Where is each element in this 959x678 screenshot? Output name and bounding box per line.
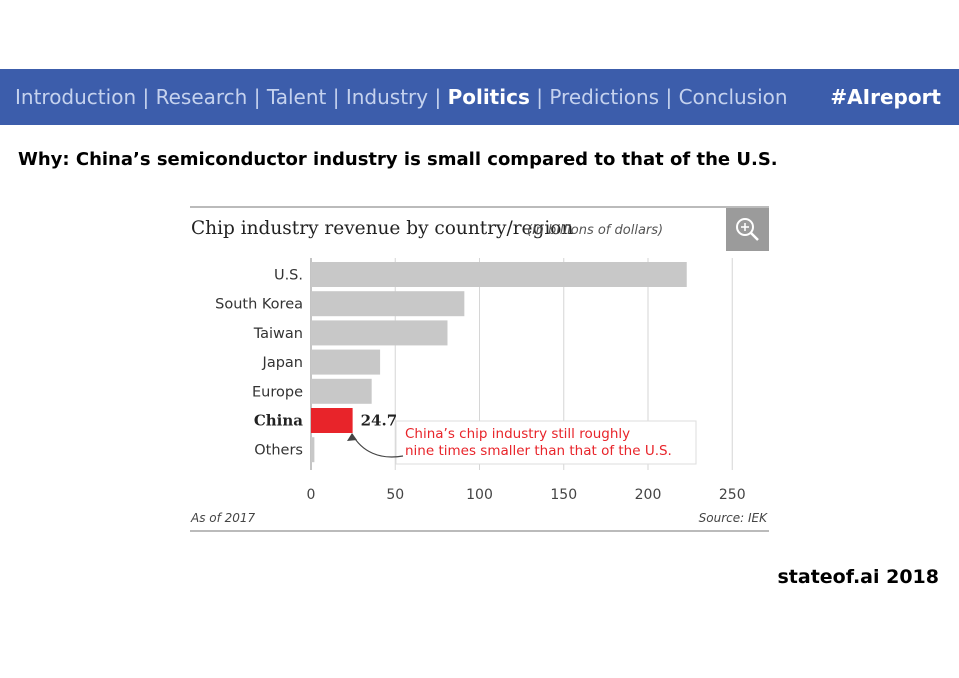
bar-others: [311, 437, 315, 463]
x-tick-label: 50: [386, 487, 404, 503]
annotation-text: China’s chip industry still roughly: [405, 426, 630, 442]
as-of-note: As of 2017: [190, 511, 256, 525]
x-tick-label: 100: [466, 487, 493, 503]
bar-europe: [311, 378, 372, 404]
top-navbar: Introduction | Research | Talent | Indus…: [0, 69, 959, 125]
category-label: U.S.: [274, 268, 303, 284]
nav-separator: |: [434, 85, 448, 109]
nav-separator: |: [536, 85, 550, 109]
section-nav: Introduction | Research | Talent | Indus…: [15, 69, 788, 125]
nav-item-introduction[interactable]: Introduction: [15, 85, 137, 109]
category-label: Japan: [262, 355, 303, 371]
x-tick-label: 250: [719, 487, 746, 503]
nav-separator: |: [253, 85, 267, 109]
chart-title: Chip industry revenue by country/region: [191, 218, 573, 239]
nav-separator: |: [142, 85, 156, 109]
category-label: Europe: [252, 384, 303, 400]
nav-separator: |: [665, 85, 679, 109]
annotation-text: nine times smaller than that of the U.S.: [405, 443, 672, 459]
slide-headline: Why: China’s semiconductor industry is s…: [18, 149, 778, 170]
bar-china: [311, 408, 353, 433]
bar-japan: [311, 349, 381, 375]
category-label: Others: [254, 443, 303, 459]
x-tick-label: 150: [550, 487, 577, 503]
nav-separator: |: [332, 85, 346, 109]
source-note: Source: IEK: [699, 511, 768, 525]
china-value-label: 24.7: [361, 412, 398, 430]
x-tick-label: 200: [635, 487, 662, 503]
nav-item-industry[interactable]: Industry: [345, 85, 429, 109]
annotation-box: [395, 420, 697, 465]
nav-item-talent[interactable]: Talent: [266, 85, 327, 109]
chart-subtitle: (in billions of dollars): [527, 223, 663, 238]
nav-item-politics[interactable]: Politics: [447, 85, 530, 109]
x-tick-label: 0: [307, 487, 316, 503]
arrow-head: [347, 433, 357, 441]
bar-south-korea: [311, 291, 465, 317]
hashtag-label: #AIreport: [830, 85, 941, 109]
category-label: South Korea: [215, 297, 303, 313]
nav-item-conclusion[interactable]: Conclusion: [678, 85, 788, 109]
category-label: China: [254, 412, 303, 430]
footer-credit: stateof.ai 2018: [777, 566, 939, 588]
nav-item-research[interactable]: Research: [155, 85, 248, 109]
category-label: Taiwan: [253, 326, 303, 342]
nav-item-predictions[interactable]: Predictions: [549, 85, 660, 109]
magnifier-plus-icon[interactable]: [726, 208, 769, 251]
bar-taiwan: [311, 320, 448, 346]
bar-u-s: [311, 262, 687, 287]
